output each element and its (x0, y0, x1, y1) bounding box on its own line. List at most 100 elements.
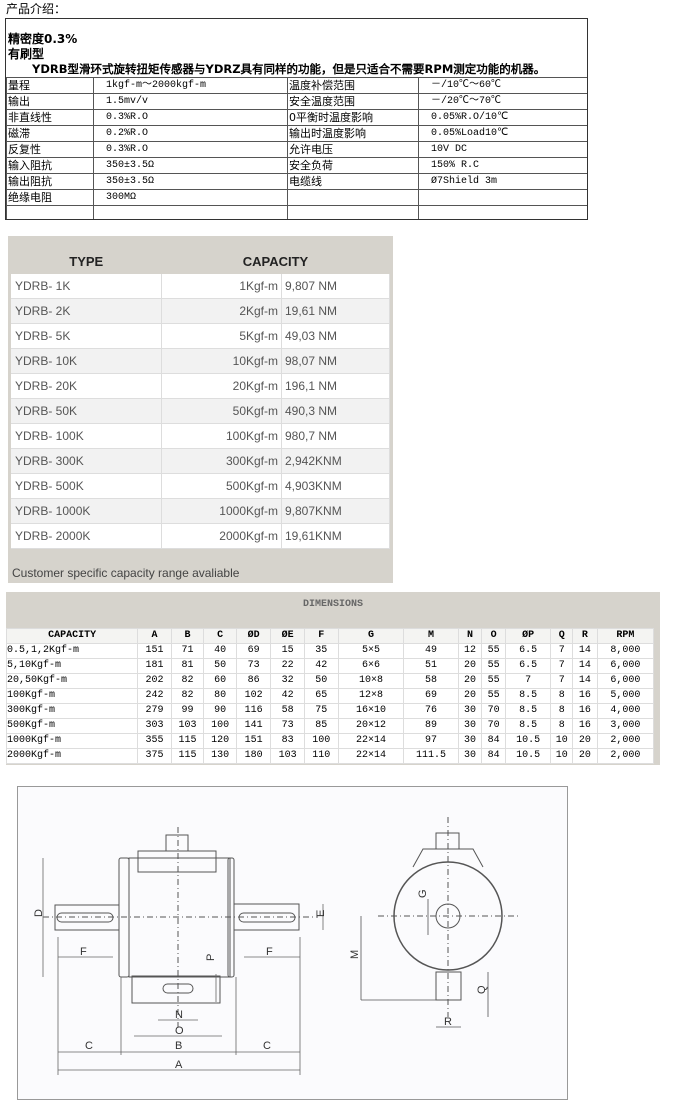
dim-value: 69 (403, 688, 459, 704)
spec-label: 反复性 (6, 141, 94, 158)
capacity-kgf: 1000Kgf-m (161, 498, 282, 524)
dim-header: B (170, 628, 205, 644)
dimension-drawing: D E F F N O P C B C A M G Q R (17, 786, 568, 1100)
dimension-row: 0.5,1,2Kgf-m 151 71 40 69 15 35 5×5 49 12 55 6.5 7 14… (5, 643, 655, 659)
spec-row: 反复性 0.3%R.O 允许电压 10V DC (6, 141, 587, 158)
capacity-nm: 196,1 NM (281, 373, 390, 399)
dim-value: 65 (303, 688, 339, 704)
dim-value: 375 (137, 748, 172, 764)
spec-row: 量程 1kgf-m～2000kgf-m 温度补偿范围 －/10℃～60℃ (6, 77, 587, 94)
spec-label: 安全温度范围 (287, 93, 419, 110)
capacity-kgf: 50Kgf-m (161, 398, 282, 424)
dim-capacity: 20,50Kgf-m (5, 673, 139, 689)
dim-header: CAPACITY (5, 628, 139, 644)
spec-label: 0平衡时温度影响 (287, 109, 419, 126)
capacity-nm: 98,07 NM (281, 348, 390, 374)
dimension-row: 500Kgf-m 303 103 100 141 73 85 20×12 89 30 70 8.5 8 1… (5, 718, 655, 734)
dim-value: 22 (270, 658, 305, 674)
dim-value: 151 (235, 733, 272, 749)
capacity-row: YDRB- 2000K 2000Kgf-m 19,61KNM (11, 523, 390, 549)
dim-value: 71 (170, 643, 205, 659)
dimension-lines (42, 858, 324, 1075)
dimension-row: 5,10Kgf-m 181 81 50 73 22 42 6×6 51 20 55 6.5 7 14 6,0… (5, 658, 655, 674)
dim-capacity: 300Kgf-m (5, 703, 139, 719)
dim-value: 8.5 (504, 688, 552, 704)
dim-value: 115 (170, 748, 205, 764)
model-type: YDRB- 50K (11, 398, 162, 424)
dim-value: 14 (572, 673, 598, 689)
spec-label: 电缆线 (287, 173, 419, 190)
dim-value: 6.5 (504, 643, 552, 659)
label-p: P (205, 954, 217, 961)
dim-value: 6,000 (596, 673, 655, 689)
dim-value: 30 (457, 718, 483, 734)
dim-capacity: 0.5,1,2Kgf-m (5, 643, 139, 659)
spec-row: 输出阻抗 350±3.5Ω 电缆线 Ø7Shield 3m (6, 173, 587, 190)
spec-value: 0.05%Load10℃ (418, 125, 587, 142)
dim-value: 10.5 (504, 748, 552, 764)
label-c-right: C (263, 1040, 271, 1052)
spec-value: 0.3%R.O (93, 109, 288, 126)
side-view (43, 827, 318, 1027)
base-block (131, 975, 221, 1004)
spec-value: 0.05%R.O/10℃ (418, 109, 587, 126)
dim-value: 181 (137, 658, 172, 674)
dim-value: 5,000 (596, 688, 655, 704)
dim-value: 279 (137, 703, 172, 719)
spec-row: 输入阻抗 350±3.5Ω 安全负荷 150% R.C (6, 157, 587, 174)
dim-value: 8 (550, 718, 574, 734)
dimension-row: 2000Kgf-m 375 115 130 180 103 110 22×14 111.5 30 8… (5, 748, 655, 764)
capacity-kgf: 10Kgf-m (161, 348, 282, 374)
dim-value: 70 (481, 703, 506, 719)
dim-header: F (303, 628, 339, 644)
capacity-row: YDRB- 100K 100Kgf-m 980,7 NM (11, 423, 390, 449)
spec-label: 输出时温度影响 (287, 125, 419, 142)
dim-value: 7 (550, 643, 574, 659)
label-b: B (175, 1040, 182, 1052)
dim-value: 10×8 (337, 673, 405, 689)
dim-value: 80 (203, 688, 237, 704)
dim-value: 58 (270, 703, 305, 719)
dim-value: 60 (203, 673, 237, 689)
capacity-row: YDRB- 50K 50Kgf-m 490,3 NM (11, 398, 390, 424)
spec-value: 10V DC (418, 141, 587, 158)
dim-value: 303 (137, 718, 172, 734)
label-n: N (175, 1009, 183, 1021)
spec-value (418, 189, 587, 206)
capacity-nm: 9,807 NM (281, 274, 390, 299)
dim-value: 8.5 (504, 718, 552, 734)
capacity-table: TYPE CAPACITY YDRB- 1K 1Kgf-m 9,807 NM YDRB… (8, 236, 393, 583)
capacity-row: YDRB- 1000K 1000Kgf-m 9,807KNM (11, 498, 390, 524)
capacity-nm: 4,903KNM (281, 473, 390, 499)
dim-header: C (203, 628, 237, 644)
dim-value: 40 (203, 643, 237, 659)
dim-value: 42 (270, 688, 305, 704)
spec-label: 温度补偿范围 (287, 77, 419, 94)
dimension-row: 20,50Kgf-m 202 82 60 86 32 50 10×8 58 20 55 7 7 14 6,0… (5, 673, 655, 689)
spec-label: 量程 (6, 77, 94, 94)
spec-label: 输入阻抗 (6, 157, 94, 174)
dim-value: 2,000 (596, 748, 655, 764)
dim-value: 55 (481, 658, 506, 674)
dimensions-table: DIMENSIONS CAPACITY A B C ØD ØE F G M N O ØP Q R RPM 0.… (5, 592, 660, 765)
intro-title: 产品介绍： (6, 2, 67, 16)
spec-value: －/20℃～70℃ (418, 93, 587, 110)
label-f-left: F (80, 946, 87, 958)
dim-value: 50 (303, 673, 339, 689)
dim-value: 16 (572, 703, 598, 719)
label-g: G (417, 889, 429, 898)
end-view (360, 817, 518, 1028)
dim-value: 50 (203, 658, 237, 674)
dim-header: M (403, 628, 459, 644)
dim-header: O (481, 628, 506, 644)
spec-row: 绝缘电阻 300MΩ (6, 189, 587, 206)
header-type: TYPE (11, 250, 162, 274)
spec-label (287, 205, 419, 219)
capacity-row: YDRB- 20K 20Kgf-m 196,1 NM (11, 373, 390, 399)
dim-value: 70 (481, 718, 506, 734)
dim-value: 16 (572, 688, 598, 704)
dim-value: 20 (457, 688, 483, 704)
model-type: YDRB- 1000K (11, 498, 162, 524)
dim-value: 86 (235, 673, 272, 689)
dim-value: 32 (270, 673, 305, 689)
